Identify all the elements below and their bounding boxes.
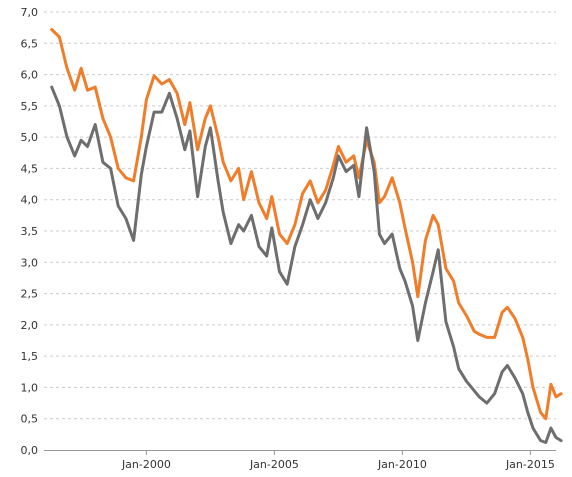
y-tick-label: 3,5 [21, 225, 39, 238]
series-line-2 [50, 85, 563, 444]
y-tick-label: 7,0 [21, 6, 39, 19]
y-tick-label: 4,5 [21, 162, 39, 175]
y-tick-label: 5,5 [21, 100, 39, 113]
y-tick-label: 6,5 [21, 37, 39, 50]
y-tick-label: 4,0 [21, 194, 39, 207]
y-tick-label: 3,0 [21, 256, 39, 269]
y-tick-label: 6,0 [21, 69, 39, 82]
gridlines [44, 11, 556, 420]
y-tick-label: 0,5 [21, 413, 39, 426]
x-tick-label: Jan-2010 [377, 458, 427, 471]
series-layer [50, 28, 563, 444]
y-tick-label: 1,5 [21, 350, 39, 363]
y-axis-ticks: 0,0 0,5 1,0 1,5 2,0 2,5 3,0 3,5 4,0 4,5 5,0 5,5 6,0 6… [21, 6, 39, 457]
y-tick-label: 5,0 [21, 131, 39, 144]
x-tick-label: Jan-2005 [249, 458, 299, 471]
y-tick-label: 2,5 [21, 288, 39, 301]
y-tick-label: 0,0 [21, 444, 39, 457]
series-line-1 [50, 28, 563, 421]
x-tick-label: Jan-2015 [505, 458, 555, 471]
x-axis-ticks: Jan-2000 Jan-2005 Jan-2010 Jan-2015 [121, 450, 555, 471]
x-tick-label: Jan-2000 [121, 458, 171, 471]
y-tick-label: 2,0 [21, 319, 39, 332]
y-tick-label: 1,0 [21, 381, 39, 394]
